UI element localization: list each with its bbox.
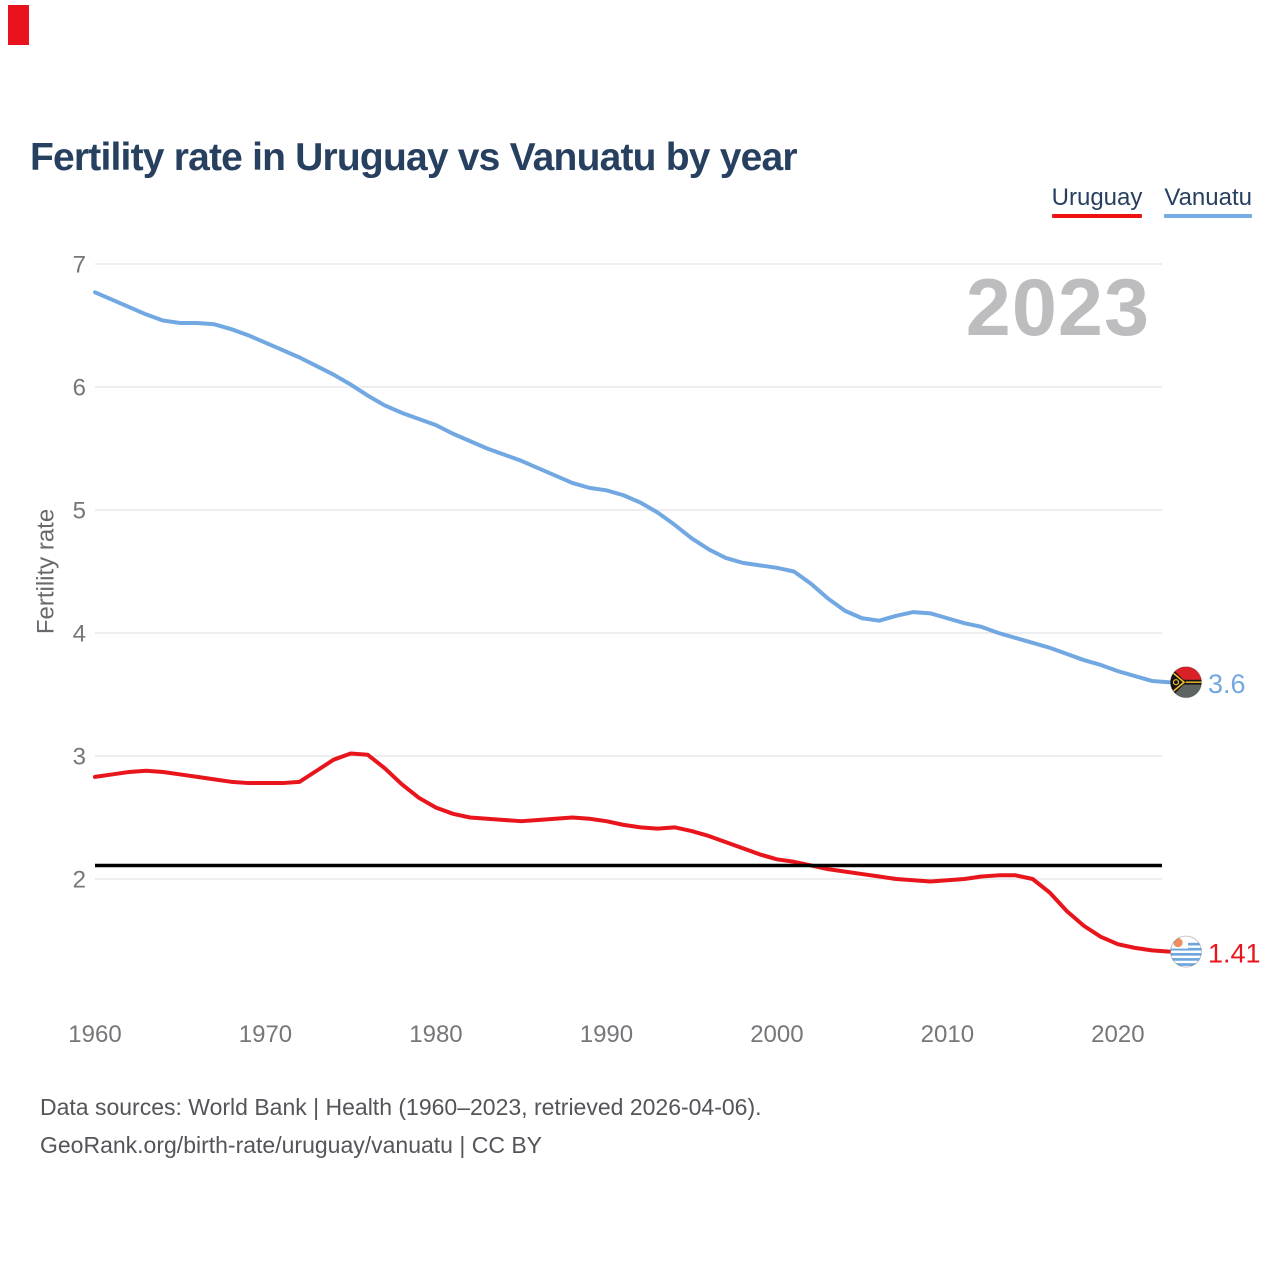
- page-title: Fertility rate in Uruguay vs Vanuatu by …: [30, 136, 798, 180]
- x-tick-label: 2000: [750, 1021, 803, 1048]
- uruguay-line: [93, 751, 1171, 954]
- footer: Data sources: World Bank | Health (1960–…: [40, 1088, 762, 1164]
- x-tick-label: 1980: [409, 1021, 462, 1048]
- legend-item-vanuatu[interactable]: Vanuatu: [1164, 186, 1252, 218]
- screen-corner-mark: [8, 5, 29, 45]
- vanuatu-end-value-label: 3.6: [1208, 669, 1246, 699]
- legend-swatch-uruguay: [1051, 214, 1143, 218]
- y-tick-label: 6: [73, 375, 86, 402]
- x-tick-label: 2020: [1091, 1021, 1144, 1048]
- vanuatu-flag-icon: [1170, 666, 1202, 699]
- legend-item-uruguay[interactable]: Uruguay: [1051, 184, 1143, 218]
- y-tick-label: 4: [73, 621, 86, 648]
- year-watermark: 2023: [965, 263, 1150, 353]
- uruguay-flag-icon: [1170, 935, 1202, 968]
- x-tick-label: 1990: [580, 1021, 633, 1048]
- vanuatu-line: [93, 290, 1171, 685]
- legend-label-uruguay: Uruguay: [1051, 184, 1143, 211]
- x-tick-label: 2010: [921, 1021, 974, 1048]
- footer-attribution: GeoRank.org/birth-rate/uruguay/vanuatu |…: [40, 1132, 543, 1158]
- footer-sources: Data sources: World Bank | Health (1960–…: [40, 1094, 762, 1120]
- uruguay-end-value-label: 1.41: [1208, 939, 1261, 969]
- legend-label-vanuatu: Vanuatu: [1164, 184, 1252, 211]
- y-tick-label: 3: [73, 744, 86, 771]
- y-tick-label: 7: [73, 252, 86, 279]
- legend-swatch-vanuatu: [1164, 214, 1252, 218]
- y-tick-label: 5: [73, 498, 86, 525]
- x-tick-label: 1970: [239, 1021, 292, 1048]
- legend: Uruguay Vanuatu: [1051, 184, 1252, 218]
- y-axis-title: Fertility rate: [33, 509, 60, 634]
- y-tick-label: 2: [73, 867, 86, 894]
- x-tick-label: 1960: [68, 1021, 121, 1048]
